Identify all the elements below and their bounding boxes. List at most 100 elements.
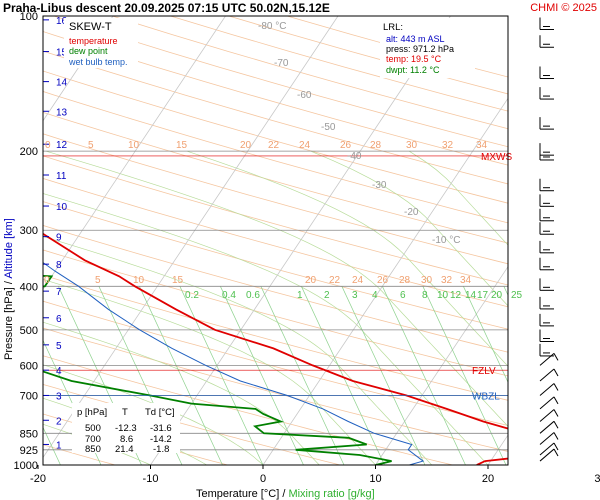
mixing-ratio-line — [382, 286, 466, 465]
altitude-tick-label: 3 — [56, 391, 62, 402]
isotherm-label: -10 °C — [432, 235, 460, 246]
mixing-ratio-green-label: 6 — [400, 290, 406, 301]
mixing-ratio-line — [544, 286, 600, 465]
mixing-ratio-line — [301, 286, 385, 465]
chart-title: Praha-Libus descent 20.09.2025 07:15 UTC… — [3, 1, 330, 15]
mixing-ratio-label: 30 — [421, 275, 433, 286]
mixing-ratio-label: 24 — [299, 140, 311, 151]
isotherm-line — [375, 265, 508, 465]
isotherm-line — [43, 16, 114, 122]
table-cell: -31.6 — [150, 423, 172, 434]
mixing-ratio-label: 20 — [305, 275, 317, 286]
mixing-ratio-label: 26 — [377, 275, 389, 286]
wind-barb — [539, 329, 554, 342]
background-lines — [0, 16, 600, 465]
mixing-ratio-green-label: 0.4 — [222, 290, 236, 301]
mixing-ratio-green-label: 8 — [422, 290, 428, 301]
pressure-tick-label: 850 — [20, 428, 38, 440]
temperature-tick-label: -20 — [30, 473, 46, 485]
mixing-ratio-label: 32 — [441, 275, 453, 286]
wind-barb — [539, 442, 559, 456]
wind-barb — [539, 313, 554, 327]
table-cell: -14.2 — [150, 434, 172, 445]
wind-barb — [539, 432, 559, 445]
chart-labels: 1002003004005006007008509251000123456789… — [14, 11, 600, 485]
mixing-ratio-label: 28 — [399, 275, 411, 286]
lrl-dwpt: dwpt: 11.2 °C — [386, 65, 440, 75]
dry-adiabat-line — [53, 16, 508, 148]
x-axis-title: Temperature [°C] / Mixing ratio [g/kg] — [196, 488, 375, 500]
dry-adiabat-line — [43, 91, 508, 224]
mixing-ratio-label: 34 — [460, 275, 472, 286]
lrl-box: LRL: alt: 443 m ASL press: 971.2 hPa tem… — [380, 18, 475, 78]
isotherm-line — [150, 16, 451, 465]
altitude-tick-label: 1 — [56, 440, 62, 451]
mixing-ratio-line — [260, 286, 345, 465]
marker-label-wbzl: WBZL — [472, 391, 500, 402]
wind-barb — [539, 17, 554, 31]
isotherm-label: -50 — [321, 122, 336, 133]
dry-adiabat-line — [43, 300, 508, 426]
mixing-ratio-line — [139, 286, 223, 465]
dry-adiabat-line — [43, 383, 341, 465]
mixing-ratio-green-label: 14 — [465, 290, 477, 301]
mixing-ratio-label: 22 — [329, 275, 341, 286]
altitude-tick-label: 6 — [56, 314, 62, 325]
mixing-ratio-line — [43, 426, 61, 465]
altitude-tick-label: 7 — [56, 287, 62, 298]
wind-barb — [539, 66, 554, 80]
isotherm-line — [487, 434, 508, 465]
altitude-tick-label: 2 — [56, 416, 62, 427]
marker-label-mxws: MXWS — [481, 152, 512, 163]
pressure-tick-label: 925 — [20, 445, 38, 457]
moist-adiabat-line — [409, 150, 508, 246]
isotherm-label: -20 — [404, 207, 419, 218]
wind-barb — [539, 147, 554, 161]
mixing-ratio-line — [179, 286, 264, 465]
pressure-tick-label: 1000 — [14, 460, 38, 472]
wind-barb — [539, 117, 554, 130]
series-temperatureline — [43, 232, 508, 465]
pressure-tick-label: 600 — [20, 360, 38, 372]
wind-barb-staff — [539, 432, 555, 445]
series-dew-pointline — [43, 274, 392, 465]
table-header-t: T — [122, 407, 128, 418]
table-header-p: p [hPa] — [77, 407, 107, 418]
mixing-ratio-green-label: 10 — [437, 290, 449, 301]
wind-barb — [539, 368, 559, 382]
isotherm-label: -30 — [372, 180, 387, 191]
wind-barb-flag — [553, 421, 559, 429]
pressure-tick-label: 500 — [20, 325, 38, 337]
altitude-tick-label: 15 — [56, 48, 68, 59]
wind-barb — [539, 383, 559, 396]
wind-barb-staff — [539, 396, 555, 410]
lrl-press: press: 971.2 hPa — [386, 44, 454, 54]
plot-frame — [42, 15, 509, 466]
legend-box: SKEW-T temperature dew point wet bulb te… — [64, 18, 138, 68]
wind-barb-staff — [539, 353, 555, 366]
wind-barb-flag — [553, 448, 559, 457]
wind-barb-staff — [539, 368, 555, 382]
mixing-ratio-label: 15 — [176, 140, 188, 151]
wind-barb-flag — [553, 383, 559, 391]
sounding-curves — [43, 155, 508, 465]
wind-barb — [539, 278, 554, 291]
mixing-ratio-line — [463, 286, 508, 384]
wind-barb-staff — [539, 448, 555, 462]
isotherm-line — [43, 16, 339, 459]
wind-barb — [539, 296, 554, 310]
legend-title: SKEW-T — [69, 21, 112, 33]
legend-dewpoint: dew point — [69, 46, 108, 56]
mixing-ratio-green-label: 12 — [450, 290, 462, 301]
isotherm-line — [0, 16, 1, 465]
isotherm-label: -40 — [347, 151, 362, 162]
wind-barb-flag — [553, 442, 559, 451]
pressure-tick-label: 200 — [20, 146, 38, 158]
wind-barb-flag — [553, 353, 559, 361]
mixing-ratio-green-label: 17 — [477, 290, 489, 301]
mixing-ratio-line — [503, 286, 508, 297]
mixing-ratio-green-label: 4 — [372, 290, 378, 301]
mixing-ratio-green-label: 0.6 — [246, 290, 260, 301]
table-cell: 500 — [85, 423, 101, 434]
